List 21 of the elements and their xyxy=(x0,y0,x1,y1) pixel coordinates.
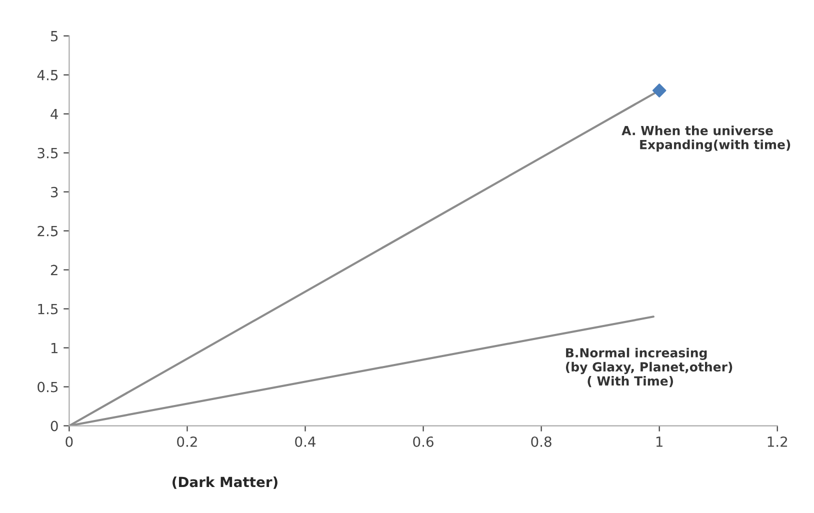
y-tick-label: 4.5 xyxy=(37,70,58,80)
y-tick-label: 0.5 xyxy=(38,382,58,392)
x-tick-label: 0 xyxy=(66,436,73,447)
y-tick-label: 5 xyxy=(51,31,58,42)
y-tick-label: 1 xyxy=(51,342,58,354)
annotation: A. When the universe Expanding(with time) xyxy=(622,126,790,152)
annotation: B.Normal increasing (by Glaxy, Planet,other) ( With Time) xyxy=(566,348,732,388)
x-tick-label: 0.8 xyxy=(531,436,552,447)
y-tick-label: 2 xyxy=(50,264,58,276)
y-tick-label: 2.5 xyxy=(38,226,58,236)
y-tick-label: 4 xyxy=(50,109,58,120)
y-tick-label: 3 xyxy=(50,186,58,198)
y-tick-label: 3.5 xyxy=(38,148,58,158)
x-tick-label: 0.2 xyxy=(177,436,197,447)
x-tick-label: 1.2 xyxy=(768,436,788,447)
x-axis-title: (Dark Matter) xyxy=(172,476,278,489)
x-tick-label: 0.4 xyxy=(295,436,316,447)
x-tick-label: 1 xyxy=(656,436,662,447)
x-tick-label: 0.6 xyxy=(413,436,434,447)
y-tick-label: 0 xyxy=(50,420,58,432)
y-tick-label: 1.5 xyxy=(38,304,58,314)
